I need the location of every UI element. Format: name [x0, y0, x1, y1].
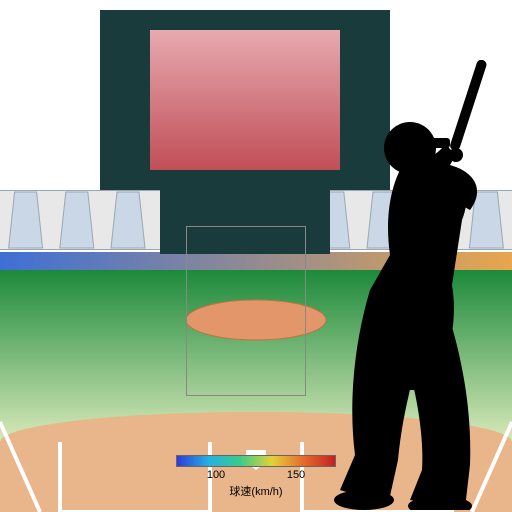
velocity-legend-tick-100: 100: [207, 469, 225, 481]
strike-zone: [186, 226, 306, 396]
batter-silhouette: [300, 60, 512, 510]
pitch-chart-canvas: 100 150 球速(km/h): [0, 0, 512, 512]
